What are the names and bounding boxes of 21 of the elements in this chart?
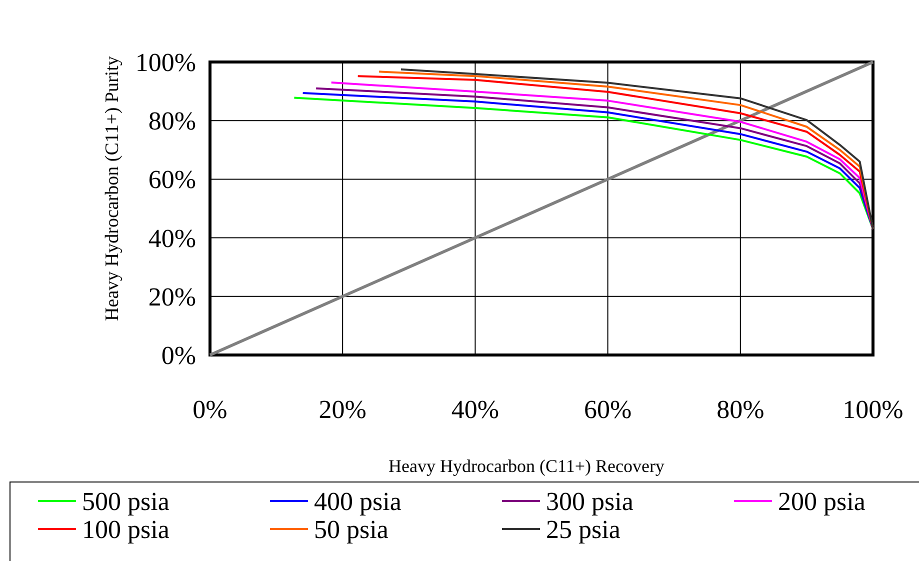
y-tick-label: 80% bbox=[148, 106, 196, 136]
x-tick-label: 80% bbox=[716, 395, 764, 424]
x-tick-label: 60% bbox=[584, 395, 632, 424]
x-tick-label: 40% bbox=[451, 395, 500, 424]
x-tick-label: 0% bbox=[192, 395, 228, 424]
legend-label: 300 psia bbox=[546, 487, 634, 516]
y-axis-title: Heavy Hydrocarbon (C11+) Purity bbox=[102, 56, 123, 321]
y-tick-label: 20% bbox=[148, 282, 196, 312]
legend-label: 100 psia bbox=[82, 515, 170, 544]
legend-label: 50 psia bbox=[314, 515, 389, 544]
legend-label: 25 psia bbox=[546, 515, 621, 544]
legend-label: 400 psia bbox=[314, 487, 402, 516]
x-tick-label: 100% bbox=[842, 395, 904, 424]
legend-label: 200 psia bbox=[778, 487, 866, 516]
x-axis-title: Heavy Hydrocarbon (C11+) Recovery bbox=[388, 456, 664, 476]
x-tick-label: 20% bbox=[318, 395, 366, 424]
y-tick-label: 100% bbox=[135, 48, 196, 77]
y-tick-label: 40% bbox=[148, 224, 196, 253]
y-tick-label: 60% bbox=[148, 165, 196, 194]
legend-label: 500 psia bbox=[82, 487, 170, 516]
y-tick-label: 0% bbox=[161, 341, 196, 370]
